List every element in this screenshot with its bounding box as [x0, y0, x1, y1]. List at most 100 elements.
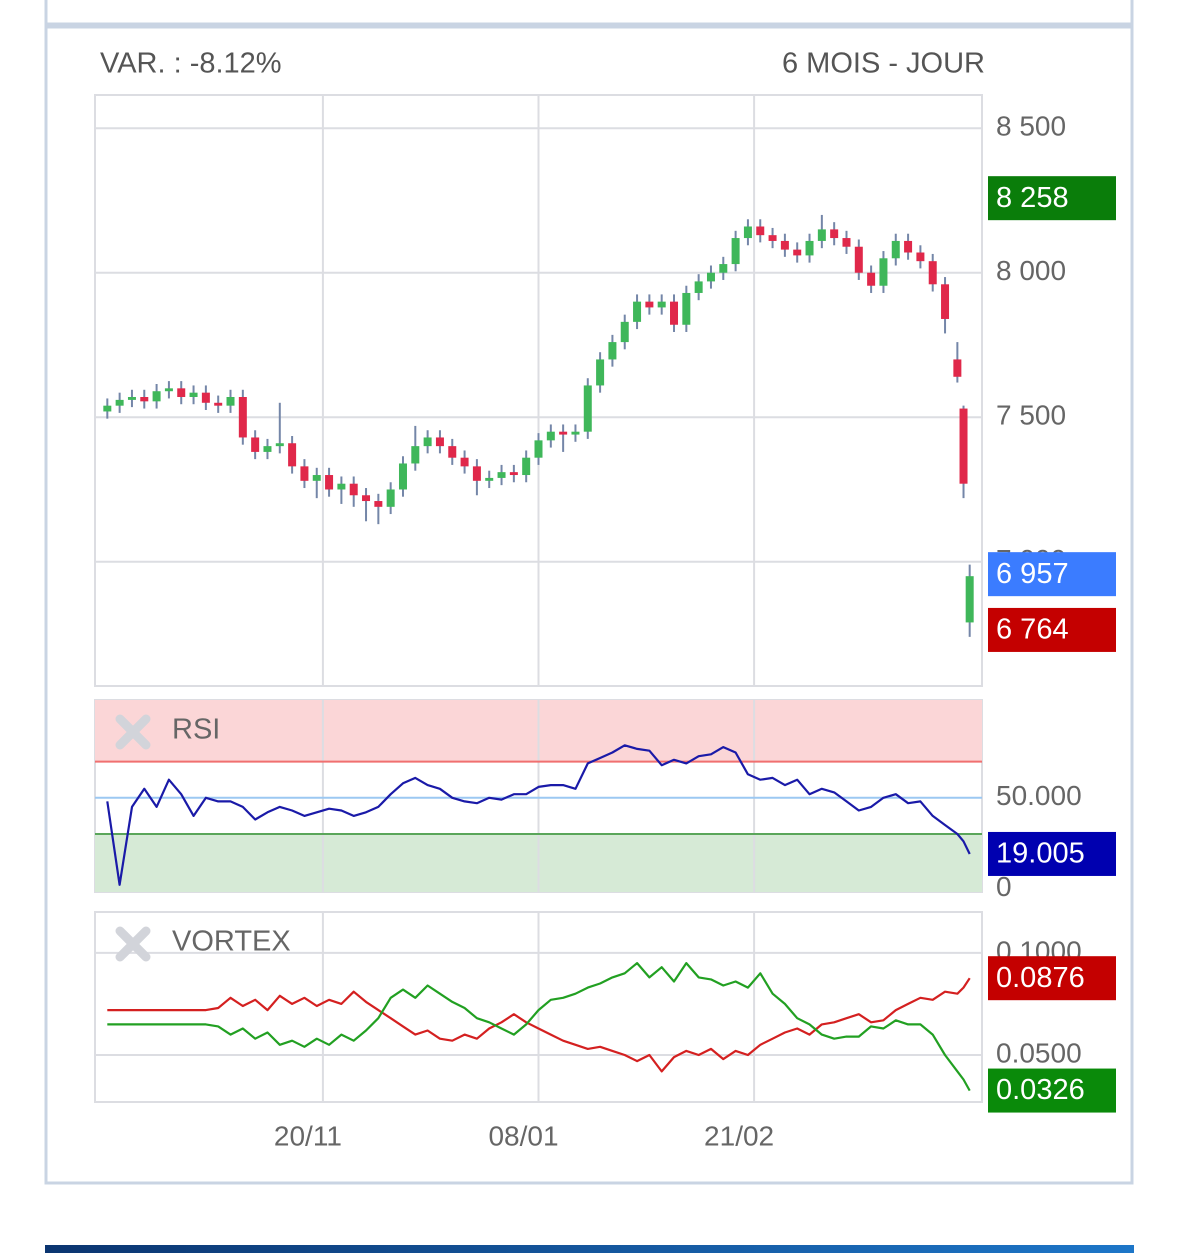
candle-body	[928, 261, 937, 285]
candle-body	[546, 431, 555, 441]
y-tick-label: 7 500	[996, 400, 1066, 431]
candle-body	[275, 443, 284, 447]
candle-body	[756, 226, 765, 236]
candle-body	[164, 388, 173, 392]
candle-body	[891, 240, 900, 259]
candle-body	[534, 440, 543, 458]
candle-body	[959, 408, 968, 484]
price-badge-label: 8 258	[996, 182, 1069, 214]
candle-body	[288, 443, 297, 467]
remove-indicator-icon[interactable]	[115, 926, 151, 962]
price-badge-label: 6 764	[996, 614, 1069, 646]
candle-body	[411, 446, 420, 464]
candle-body	[460, 457, 469, 467]
candle-body	[731, 238, 740, 265]
price-badge	[988, 831, 1116, 876]
candle-body	[362, 495, 371, 502]
price-badge	[988, 176, 1116, 221]
candle-body	[337, 483, 346, 490]
candle-body	[485, 477, 494, 481]
candle-body	[263, 446, 272, 452]
candle-body	[374, 501, 383, 507]
y-tick-label: 0	[996, 871, 1012, 902]
y-tick-label: 0.0500	[996, 1037, 1082, 1068]
candle-body	[916, 252, 925, 262]
y-tick-label: 50.000	[996, 780, 1082, 811]
candle-body	[152, 391, 161, 402]
candle-body	[854, 246, 863, 273]
indicator-line	[107, 977, 971, 1073]
candle-body	[867, 272, 876, 286]
candle-body	[694, 281, 703, 293]
candle-body	[830, 229, 839, 239]
x-tick-label: 21/02	[704, 1120, 774, 1151]
candle-body	[583, 385, 592, 432]
candle-body	[251, 437, 260, 452]
candle-body	[657, 301, 666, 308]
candle-body	[435, 437, 444, 447]
candle-body	[325, 475, 334, 490]
candle-body	[103, 405, 112, 412]
indicator-title: VORTEX	[172, 926, 291, 958]
previous-card	[44, 0, 1134, 26]
candle-body	[448, 446, 457, 458]
candle-body	[743, 226, 752, 239]
x-tick-label: 08/01	[488, 1120, 558, 1151]
candle-body	[312, 475, 321, 481]
candle-body	[608, 342, 617, 360]
indicator-title: RSI	[172, 714, 220, 746]
y-tick-label: 8 500	[996, 111, 1066, 142]
candle-body	[620, 321, 629, 343]
candle-body	[522, 457, 531, 476]
variation: VAR. : -8.12%	[100, 48, 282, 80]
candle-body	[670, 301, 679, 325]
candle-body	[805, 240, 814, 256]
candle-body	[497, 472, 506, 478]
y-tick-label: 8 000	[996, 255, 1066, 286]
candle-body	[793, 249, 802, 256]
price-badge-label: 6 957	[996, 558, 1069, 590]
candle-body	[423, 437, 432, 447]
price-badge-label: 0.0326	[996, 1074, 1085, 1106]
candle-body	[238, 397, 247, 438]
candle-body	[177, 388, 186, 398]
candle-body	[201, 392, 210, 403]
period: 6 MOIS - JOUR	[782, 48, 985, 80]
candle-body	[386, 489, 395, 507]
remove-indicator-icon[interactable]	[115, 714, 151, 750]
candle-body	[559, 431, 568, 435]
candle-body	[472, 466, 481, 481]
candle-body	[645, 301, 654, 308]
candle-body	[768, 235, 777, 241]
candle-body	[965, 576, 974, 623]
candle-body	[300, 466, 309, 481]
candle-body	[953, 359, 962, 377]
price-badge	[988, 956, 1116, 1001]
candle-body	[226, 397, 235, 406]
candle-body	[682, 292, 691, 325]
price-badge	[988, 1068, 1116, 1113]
candle-body	[596, 359, 605, 386]
candle-body	[706, 272, 715, 282]
candle-body	[398, 463, 407, 490]
candle-body	[904, 240, 913, 253]
candle-body	[509, 472, 518, 476]
candle-body	[879, 258, 888, 286]
indicator-line	[107, 962, 971, 1092]
x-tick-label: 20/11	[274, 1120, 342, 1151]
price-badge	[988, 552, 1116, 597]
candle-body	[140, 397, 149, 402]
price-badge	[988, 607, 1116, 652]
candle-body	[780, 240, 789, 250]
candle-body	[214, 402, 223, 406]
candle-body	[189, 392, 198, 398]
candle-body	[817, 229, 826, 241]
candle-body	[842, 238, 851, 247]
price-badge-label: 0.0876	[996, 962, 1085, 994]
candle-body	[941, 284, 950, 319]
candle-body	[349, 483, 358, 496]
candle-body	[719, 264, 728, 273]
candle-body	[115, 399, 124, 406]
